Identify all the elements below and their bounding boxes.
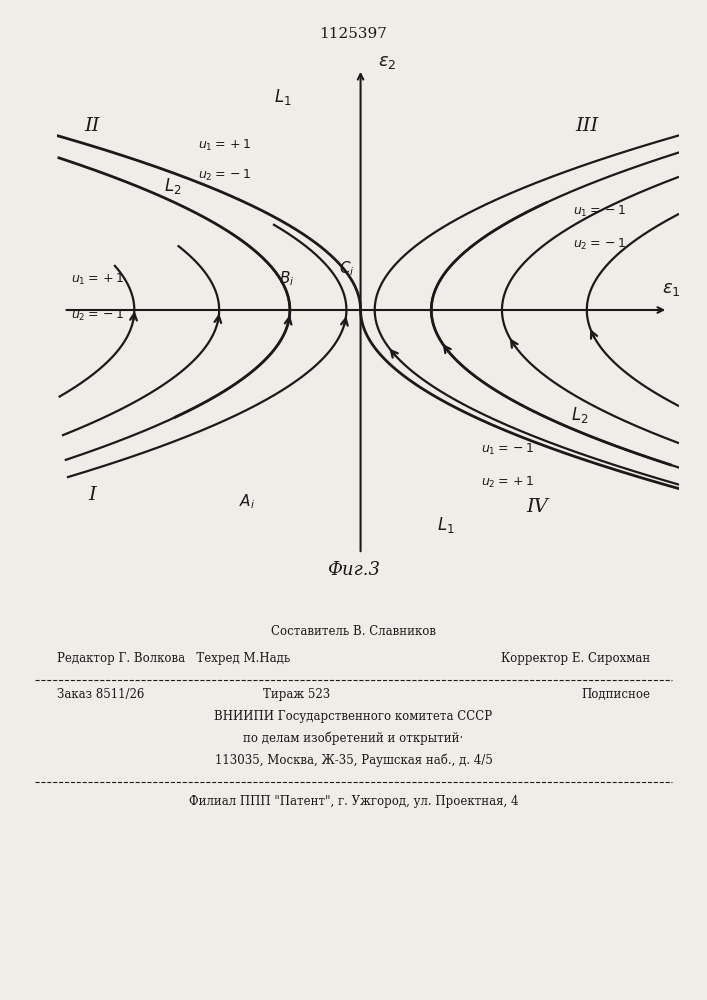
Text: Заказ 8511/26: Заказ 8511/26 (57, 688, 144, 701)
Text: $L_2$: $L_2$ (571, 405, 588, 425)
Text: Корректор Е. Сирохман: Корректор Е. Сирохман (501, 652, 650, 665)
Text: $u_2=-1$: $u_2=-1$ (573, 236, 626, 252)
Text: $u_1=-1$: $u_1=-1$ (481, 442, 534, 457)
Text: III: III (575, 117, 598, 135)
Text: Филиал ППП "Патент", г. Ужгород, ул. Проектная, 4: Филиал ППП "Патент", г. Ужгород, ул. Про… (189, 795, 518, 808)
Text: $u_1=+1$: $u_1=+1$ (71, 272, 124, 287)
Text: Составитель В. Славников: Составитель В. Славников (271, 625, 436, 638)
Text: Редактор Г. Волкова   Техред М.Надь: Редактор Г. Волкова Техред М.Надь (57, 652, 290, 665)
Text: II: II (84, 117, 100, 135)
Text: $C_i$: $C_i$ (339, 259, 354, 278)
Text: $\varepsilon_2$: $\varepsilon_2$ (378, 53, 397, 71)
Text: $B_i$: $B_i$ (279, 269, 294, 288)
Text: $u_2 = -1$: $u_2 = -1$ (198, 168, 251, 183)
Text: 1125397: 1125397 (320, 27, 387, 41)
Text: $L_1$: $L_1$ (437, 515, 454, 535)
Text: $u_1 = +1$: $u_1 = +1$ (198, 138, 251, 153)
Text: $u_1=-1$: $u_1=-1$ (573, 204, 626, 219)
Text: $u_2=-1$: $u_2=-1$ (71, 308, 124, 323)
Text: $L_2$: $L_2$ (165, 176, 182, 196)
Text: Фиг.3: Фиг.3 (327, 561, 380, 579)
Text: Подписное: Подписное (581, 688, 650, 701)
Text: ВНИИПИ Государственного комитета СССР: ВНИИПИ Государственного комитета СССР (214, 710, 493, 723)
Text: по делам изобретений и открытий·: по делам изобретений и открытий· (243, 732, 464, 745)
Text: $u_2=+1$: $u_2=+1$ (481, 475, 534, 490)
Text: IV: IV (527, 498, 548, 516)
Text: $\varepsilon_1$: $\varepsilon_1$ (662, 280, 681, 298)
Text: Тираж 523: Тираж 523 (263, 688, 331, 701)
Text: 113035, Москва, Ж-35, Раушская наб., д. 4/5: 113035, Москва, Ж-35, Раушская наб., д. … (214, 754, 493, 767)
Text: $L_1$: $L_1$ (274, 87, 291, 107)
Text: I: I (88, 486, 95, 504)
Text: $A_i$: $A_i$ (240, 492, 255, 511)
